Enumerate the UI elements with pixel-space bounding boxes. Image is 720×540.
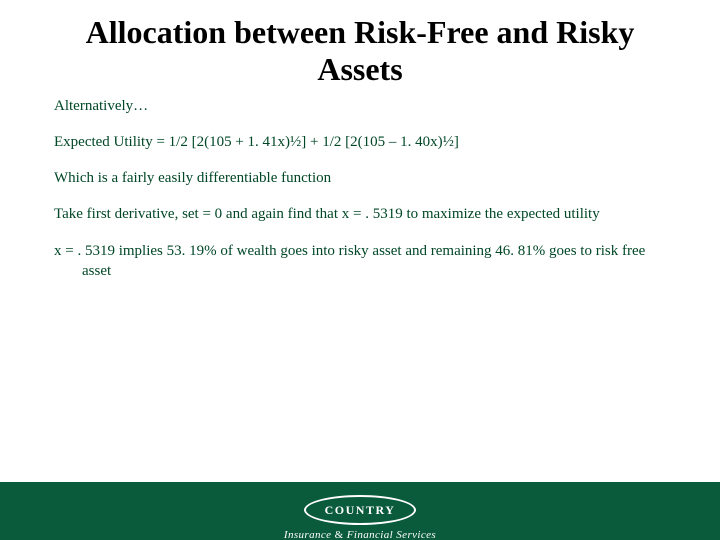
country-logo: COUNTRY [304, 495, 416, 525]
footer-bar: COUNTRY Insurance & Financial Services [0, 482, 720, 540]
tagline-suffix: Financial Services [344, 529, 437, 540]
footer-inner: COUNTRY Insurance & Financial Services [0, 482, 720, 540]
tagline-ampersand: & [335, 529, 344, 540]
paragraph-allocation-result: x = . 5319 implies 53. 19% of wealth goe… [54, 241, 666, 282]
footer-tagline: Insurance & Financial Services [284, 529, 436, 540]
slide-title: Allocation between Risk-Free and Risky A… [0, 14, 720, 88]
tagline-prefix: Insurance [284, 529, 335, 540]
paragraph-alternatively: Alternatively… [54, 96, 666, 116]
slide: Allocation between Risk-Free and Risky A… [0, 14, 720, 540]
paragraph-differentiable: Which is a fairly easily differentiable … [54, 168, 666, 188]
paragraph-first-derivative: Take first derivative, set = 0 and again… [54, 204, 666, 224]
slide-body: Alternatively… Expected Utility = 1/2 [2… [0, 96, 720, 282]
paragraph-expected-utility: Expected Utility = 1/2 [2(105 + 1. 41x)½… [54, 132, 666, 152]
logo-text: COUNTRY [325, 503, 396, 518]
